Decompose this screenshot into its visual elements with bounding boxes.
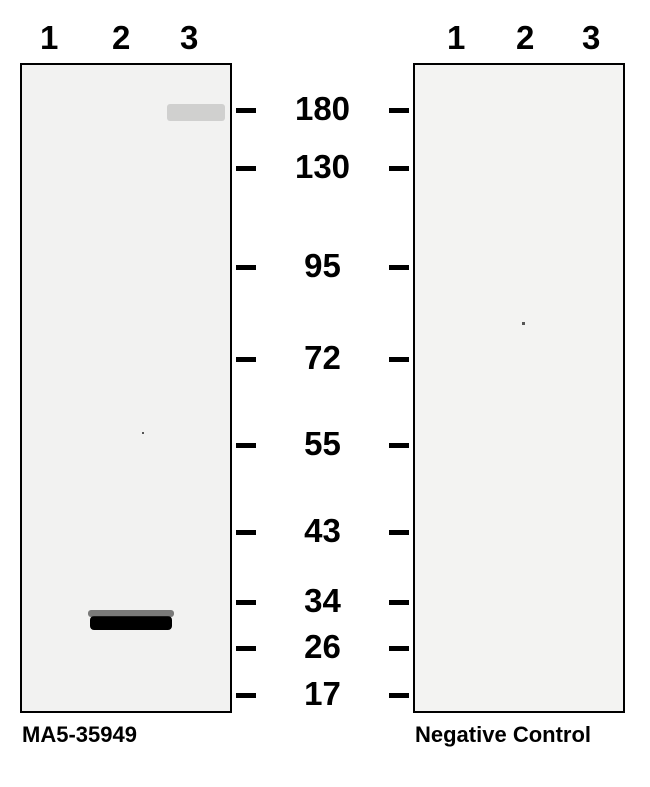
mw-tick-right-26 <box>389 646 409 651</box>
mw-tick-right-43 <box>389 530 409 535</box>
mw-tick-right-180 <box>389 108 409 113</box>
blot-left-panel <box>20 63 232 713</box>
mw-tick-left-17 <box>236 693 256 698</box>
mw-tick-right-17 <box>389 693 409 698</box>
mw-label-55: 55 <box>258 425 387 463</box>
lane-label-right-3: 3 <box>582 19 600 57</box>
mw-label-180: 180 <box>258 90 387 128</box>
mw-tick-right-72 <box>389 357 409 362</box>
blot-right-panel <box>413 63 625 713</box>
band-lane2-strong-shadow <box>88 610 174 617</box>
panel-label-right: Negative Control <box>415 722 591 748</box>
mw-label-34: 34 <box>258 582 387 620</box>
mw-label-26: 26 <box>258 628 387 666</box>
speck-left <box>142 432 144 434</box>
lane-label-right-1: 1 <box>447 19 465 57</box>
lane-label-left-2: 2 <box>112 19 130 57</box>
mw-label-130: 130 <box>258 148 387 186</box>
lane-label-right-2: 2 <box>516 19 534 57</box>
western-blot-figure: 1 2 3 1 2 3 180 130 95 72 55 43 34 26 17 MA5-359… <box>0 0 650 787</box>
mw-tick-right-130 <box>389 166 409 171</box>
mw-tick-left-34 <box>236 600 256 605</box>
mw-tick-left-43 <box>236 530 256 535</box>
mw-tick-right-95 <box>389 265 409 270</box>
mw-label-43: 43 <box>258 512 387 550</box>
mw-tick-left-72 <box>236 357 256 362</box>
mw-tick-left-55 <box>236 443 256 448</box>
mw-tick-left-130 <box>236 166 256 171</box>
panel-label-left: MA5-35949 <box>22 722 137 748</box>
mw-tick-left-26 <box>236 646 256 651</box>
mw-tick-left-95 <box>236 265 256 270</box>
mw-tick-left-180 <box>236 108 256 113</box>
mw-label-95: 95 <box>258 247 387 285</box>
lane-label-left-1: 1 <box>40 19 58 57</box>
lane-label-left-3: 3 <box>180 19 198 57</box>
mw-tick-right-34 <box>389 600 409 605</box>
mw-label-72: 72 <box>258 339 387 377</box>
mw-label-17: 17 <box>258 675 387 713</box>
mw-tick-right-55 <box>389 443 409 448</box>
band-lane2-strong <box>90 616 172 630</box>
speck-right <box>522 322 525 325</box>
band-lane3-faint <box>167 104 225 121</box>
